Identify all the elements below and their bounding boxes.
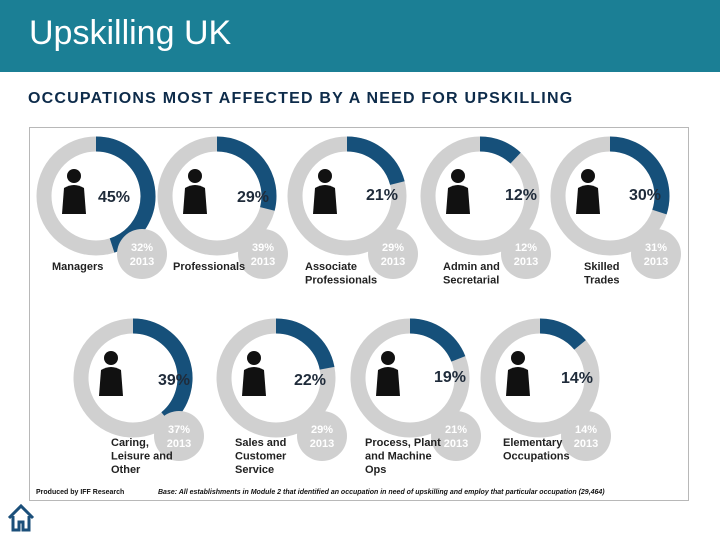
category-label-8-1: Occupations xyxy=(503,451,570,463)
category-label-8-0: Elementary xyxy=(503,437,563,449)
category-label-6-0: Sales and xyxy=(235,437,286,449)
elementary-icon xyxy=(511,351,525,365)
category-label-2-0: Associate xyxy=(305,261,357,273)
footer-bar xyxy=(33,485,685,497)
prev-year-bubble-8 xyxy=(561,411,611,461)
sales-icon-body xyxy=(242,367,266,396)
home-button[interactable] xyxy=(6,503,36,533)
occupation-donut-chart: 45% 32% 2013 Managers 29% 39% 2013 Professional… xyxy=(33,136,685,497)
forklift-icon xyxy=(381,351,395,365)
donut-value-arc-5 xyxy=(132,318,193,424)
prev-year-label-7: 2013 xyxy=(444,438,468,450)
category-label-3-1: Secretarial xyxy=(443,275,499,287)
prev-year-value-3: 12% xyxy=(515,242,537,254)
caring-icon-body xyxy=(99,367,123,396)
infographic-panel: 45% 32% 2013 Managers 29% 39% 2013 Professional… xyxy=(29,127,689,501)
prev-year-value-1: 39% xyxy=(252,242,274,254)
slide-subtitle: OCCUPATIONS MOST AFFECTED BY A NEED FOR … xyxy=(28,90,574,107)
prev-year-label-8: 2013 xyxy=(574,438,598,450)
admin-icon-body xyxy=(446,185,470,214)
trades-icon-body xyxy=(576,185,600,214)
donut-value-arc-4 xyxy=(609,136,670,215)
prev-year-value-0: 32% xyxy=(131,242,153,254)
donut-value-arc-3 xyxy=(479,136,521,164)
category-label-3-0: Admin and xyxy=(443,261,500,273)
prev-year-label-4: 2013 xyxy=(644,256,668,268)
donut-value-arc-6 xyxy=(275,318,335,371)
sales-icon xyxy=(247,351,261,365)
prev-year-value-5: 37% xyxy=(168,424,190,436)
donut-value-label-4: 30% xyxy=(629,187,661,204)
manager-icon-body xyxy=(62,185,86,214)
category-label-6-1: Customer xyxy=(235,451,287,463)
producer-credit: Produced by IFF Research xyxy=(36,489,124,496)
donut-value-arc-8 xyxy=(539,318,586,350)
donut-value-label-6: 22% xyxy=(294,372,326,389)
prev-year-bubble-4 xyxy=(631,229,681,279)
associate-icon xyxy=(318,169,332,183)
prev-year-bubble-0 xyxy=(117,229,167,279)
category-label-7-0: Process, Plant xyxy=(365,437,441,449)
donut-value-arc-2 xyxy=(346,136,405,186)
donut-value-label-1: 29% xyxy=(237,189,269,206)
professional-icon xyxy=(188,169,202,183)
category-label-4-1: Trades xyxy=(584,275,619,287)
header-bar: Upskilling UK xyxy=(0,0,720,72)
donut-value-label-2: 21% xyxy=(366,187,398,204)
donut-value-label-3: 12% xyxy=(505,187,537,204)
prev-year-bubble-1 xyxy=(238,229,288,279)
page-title: Upskilling UK xyxy=(29,14,232,52)
prev-year-bubble-6 xyxy=(297,411,347,461)
donut-value-arc-7 xyxy=(409,318,466,362)
category-label-5-0: Caring, xyxy=(111,437,149,449)
prev-year-bubble-2 xyxy=(368,229,418,279)
category-label-1-0: Professionals xyxy=(173,261,245,273)
prev-year-value-8: 14% xyxy=(575,424,597,436)
category-label-2-1: Professionals xyxy=(305,275,377,287)
prev-year-value-6: 29% xyxy=(311,424,333,436)
associate-icon-body xyxy=(313,185,337,214)
prev-year-bubble-3 xyxy=(501,229,551,279)
category-label-6-2: Service xyxy=(235,464,274,476)
caring-icon xyxy=(104,351,118,365)
category-label-5-1: Leisure and xyxy=(111,451,173,463)
category-label-7-2: Ops xyxy=(365,464,386,476)
home-icon xyxy=(7,503,35,532)
prev-year-label-3: 2013 xyxy=(514,256,538,268)
category-label-0-0: Managers xyxy=(52,261,103,273)
donut-value-label-8: 14% xyxy=(561,370,593,387)
professional-icon-body xyxy=(183,185,207,214)
category-label-7-1: and Machine xyxy=(365,451,432,463)
prev-year-value-4: 31% xyxy=(645,242,667,254)
category-label-4-0: Skilled xyxy=(584,261,619,273)
admin-icon xyxy=(451,169,465,183)
category-label-5-2: Other xyxy=(111,464,141,476)
elementary-icon-body xyxy=(506,367,530,396)
donut-value-label-5: 39% xyxy=(158,372,190,389)
prev-year-value-2: 29% xyxy=(382,242,404,254)
prev-year-bubble-7 xyxy=(431,411,481,461)
prev-year-value-7: 21% xyxy=(445,424,467,436)
prev-year-label-6: 2013 xyxy=(310,438,334,450)
prev-year-label-2: 2013 xyxy=(381,256,405,268)
trades-icon xyxy=(581,169,595,183)
donut-value-label-7: 19% xyxy=(434,369,466,386)
forklift-icon-body xyxy=(376,367,400,396)
prev-year-bubble-5 xyxy=(154,411,204,461)
base-note: Base: All establishments in Module 2 tha… xyxy=(158,489,605,496)
donut-value-label-0: 45% xyxy=(98,189,130,206)
manager-icon xyxy=(67,169,81,183)
donut-value-arc-1 xyxy=(216,136,277,211)
prev-year-label-5: 2013 xyxy=(167,438,191,450)
prev-year-label-1: 2013 xyxy=(251,256,275,268)
prev-year-label-0: 2013 xyxy=(130,256,154,268)
